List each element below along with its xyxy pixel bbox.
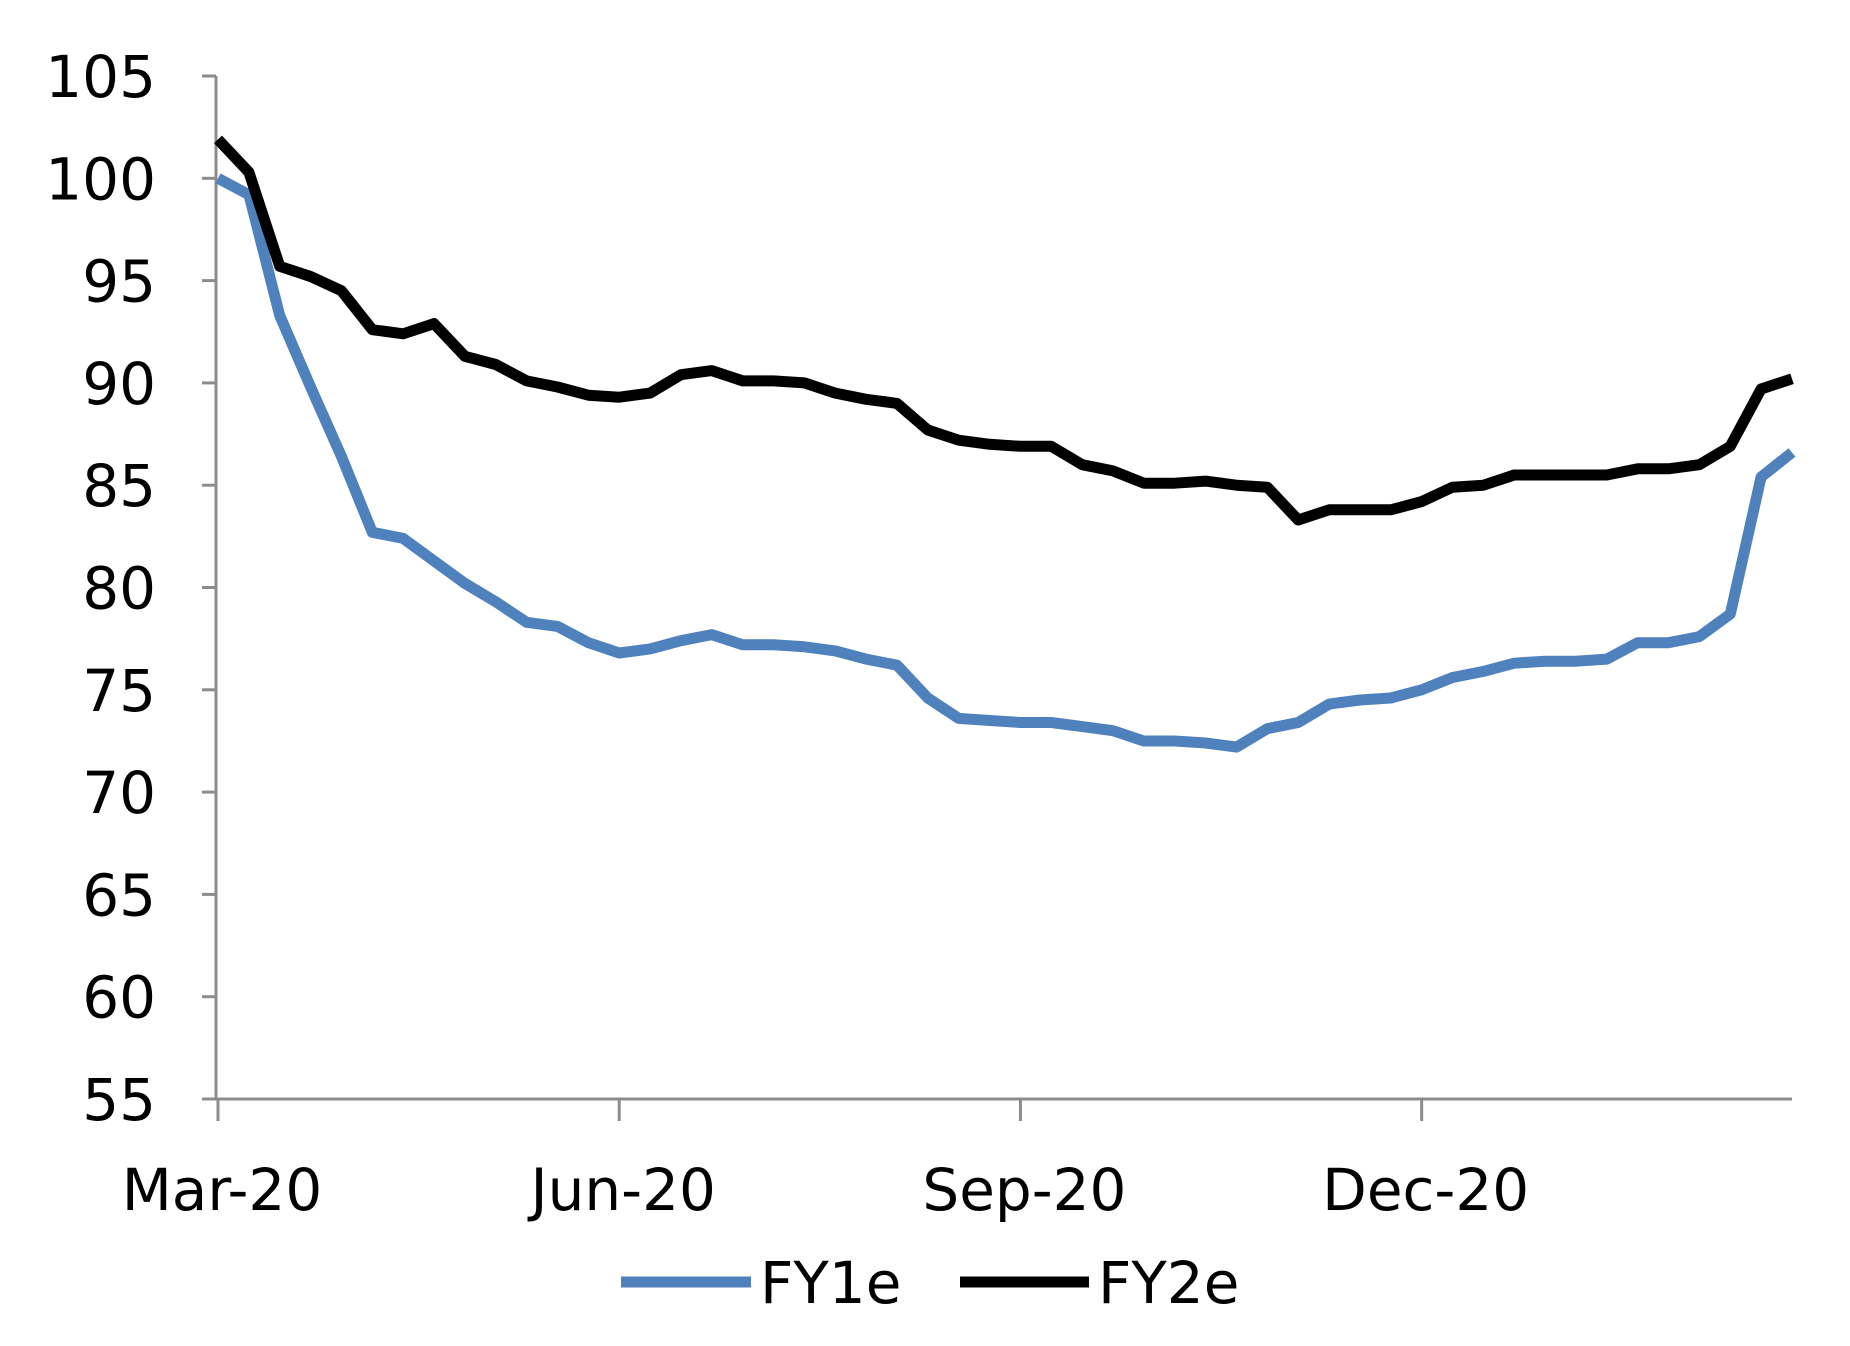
y-tick-label: 80 bbox=[82, 555, 156, 623]
x-tick-label: Jun-20 bbox=[528, 1156, 716, 1224]
y-tick-label: 100 bbox=[45, 145, 156, 213]
x-tick-label: Dec-20 bbox=[1322, 1156, 1529, 1224]
y-tick-label: 60 bbox=[82, 964, 156, 1032]
y-axis-ticks: 55 60 65 70 75 80 85 90 95 100 105 bbox=[45, 43, 216, 1134]
series-line-fy1e bbox=[215, 173, 1796, 753]
y-tick-label: 70 bbox=[82, 759, 156, 827]
y-tick-label: 75 bbox=[82, 657, 156, 725]
x-tick-label: Sep-20 bbox=[922, 1156, 1126, 1224]
y-tick-label: 95 bbox=[82, 248, 156, 316]
legend-label-fy2e: FY2e bbox=[1098, 1249, 1239, 1317]
x-axis-ticks: Mar-20 Jun-20 Sep-20 Dec-20 bbox=[122, 1099, 1529, 1224]
series-lines bbox=[213, 135, 1796, 753]
y-tick-label: 55 bbox=[82, 1066, 156, 1134]
x-tick-label: Mar-20 bbox=[122, 1156, 322, 1224]
y-tick-label: 90 bbox=[82, 350, 156, 418]
y-tick-label: 85 bbox=[82, 452, 156, 520]
axes: 55 60 65 70 75 80 85 90 95 100 105 Mar-20 Jun-20 Sep… bbox=[45, 43, 1792, 1224]
legend-label-fy1e: FY1e bbox=[760, 1249, 901, 1317]
series-line-fy2e bbox=[213, 135, 1794, 526]
legend: FY1e FY2e bbox=[621, 1249, 1239, 1317]
y-tick-label: 105 bbox=[45, 43, 156, 111]
y-tick-label: 65 bbox=[82, 861, 156, 929]
